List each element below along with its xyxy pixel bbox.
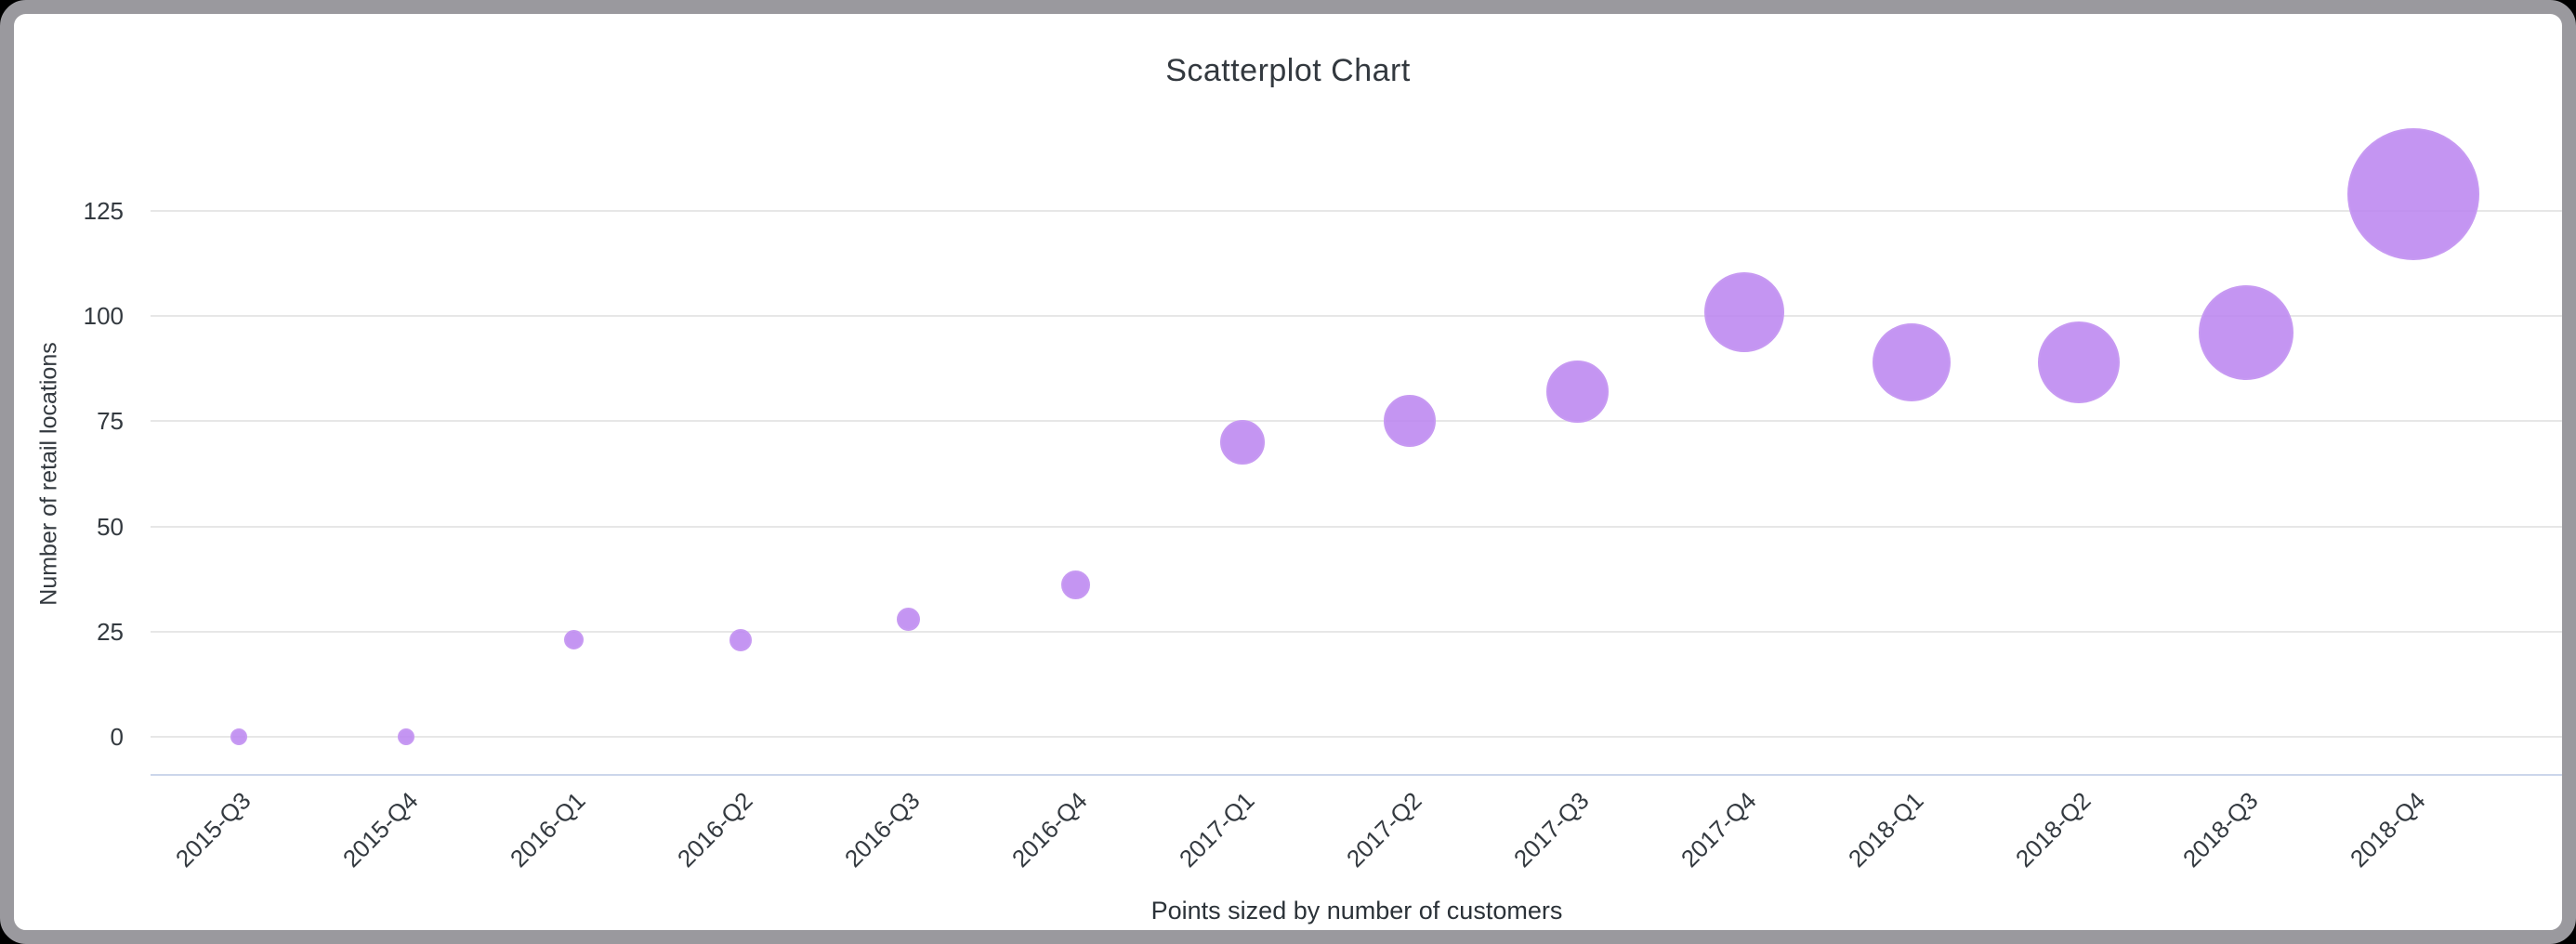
data-point-bubble[interactable] [1384, 395, 1436, 448]
data-point-bubble[interactable] [1704, 271, 1784, 352]
y-axis-title: Number of retail locations [35, 342, 62, 606]
x-axis-caption: Points sized by number of customers [1150, 897, 1563, 924]
data-point-bubble[interactable] [563, 630, 584, 650]
chart-title: Scatterplot Chart [1165, 53, 1411, 88]
data-point-bubble[interactable] [2038, 321, 2120, 403]
data-point-bubble[interactable] [2199, 285, 2293, 381]
data-point-bubble[interactable] [1873, 323, 1951, 401]
data-point-bubble[interactable] [230, 728, 247, 745]
data-point-bubble[interactable] [896, 607, 920, 631]
y-gridline [151, 630, 2562, 633]
y-gridline [151, 420, 2562, 423]
y-gridline [151, 736, 2562, 738]
y-gridline [151, 525, 2562, 528]
x-axis-line [151, 774, 2562, 776]
data-point-bubble[interactable] [1220, 420, 1265, 465]
y-gridline [151, 315, 2562, 318]
data-point-bubble[interactable] [729, 628, 752, 651]
y-tick-label: 100 [83, 302, 124, 331]
y-tick-label: 125 [83, 197, 124, 225]
data-point-bubble[interactable] [1545, 361, 1609, 424]
data-point-bubble[interactable] [398, 728, 414, 745]
y-tick-label: 0 [110, 723, 124, 751]
y-tick-label: 75 [97, 407, 124, 436]
y-gridline [151, 210, 2562, 212]
y-tick-label: 25 [97, 617, 124, 646]
y-tick-label: 50 [97, 512, 124, 541]
data-point-bubble[interactable] [1060, 570, 1090, 600]
data-point-bubble[interactable] [2347, 127, 2479, 260]
